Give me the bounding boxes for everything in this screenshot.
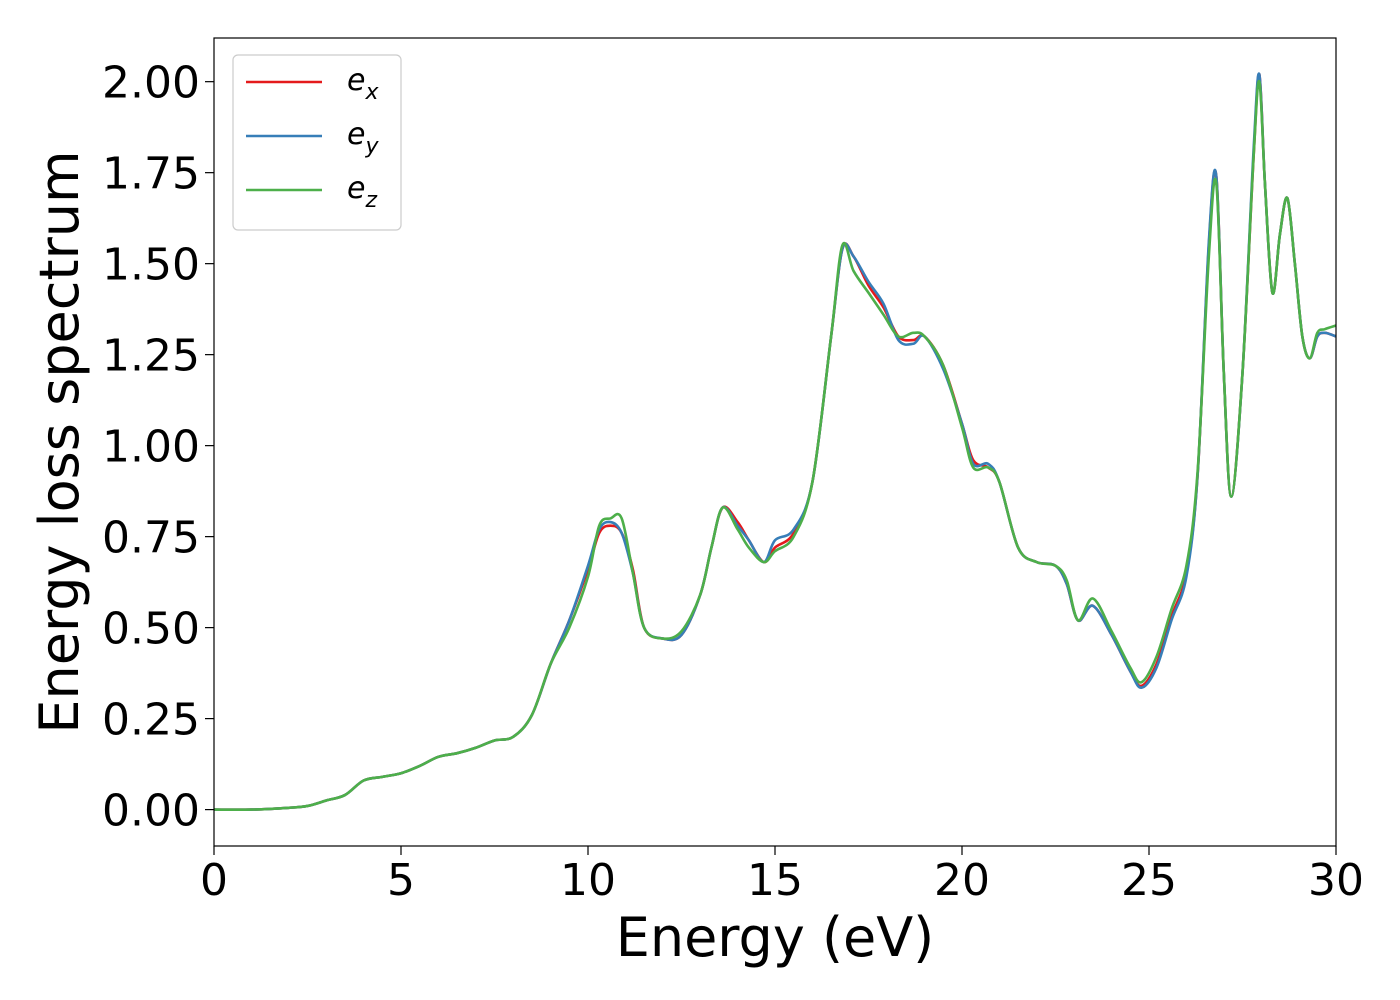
x-tick-label: 25 (1121, 855, 1177, 906)
x-tick-label: 5 (387, 855, 415, 906)
x-tick-label: 30 (1308, 855, 1364, 906)
y-tick-label: 1.25 (102, 331, 200, 382)
legend-label-sub: y (364, 134, 379, 159)
y-tick-label: 0.50 (102, 604, 200, 655)
y-tick-label: 1.50 (102, 240, 200, 291)
x-tick-label: 15 (747, 855, 803, 906)
plot-lines (214, 72, 1336, 812)
x-axis: 0 5 10 15 20 25 30 (200, 846, 1364, 906)
legend-label-sub: x (364, 80, 379, 105)
y-tick-label: 1.00 (102, 422, 200, 473)
y-axis-label: Energy loss spectrum (28, 150, 91, 733)
x-tick-label: 0 (200, 855, 228, 906)
legend-label: ey (347, 117, 379, 159)
x-tick-label: 10 (560, 855, 616, 906)
legend-label-sub: z (364, 188, 377, 213)
y-tick-label: 0.00 (102, 786, 200, 837)
legend-item-x: ex (246, 63, 379, 105)
y-axis: 0.00 0.25 0.50 0.75 1.00 1.25 1.50 1.75 2.00 (102, 58, 214, 837)
x-tick-label: 20 (934, 855, 990, 906)
legend-label: ez (347, 171, 377, 213)
y-tick-label: 0.75 (102, 513, 200, 564)
legend-label-base: e (347, 63, 365, 98)
legend-label-base: e (347, 117, 365, 152)
legend-label-base: e (347, 171, 365, 206)
legend-label: ex (347, 63, 379, 105)
y-tick-label: 0.25 (102, 695, 200, 746)
legend-item-y: ey (246, 117, 379, 159)
x-axis-label: Energy (eV) (616, 906, 935, 969)
legend-box (232, 54, 402, 231)
series-line-z (214, 79, 1336, 812)
legend-item-z: ez (246, 171, 377, 213)
y-tick-label: 1.75 (102, 149, 200, 200)
y-tick-label: 2.00 (102, 58, 200, 109)
